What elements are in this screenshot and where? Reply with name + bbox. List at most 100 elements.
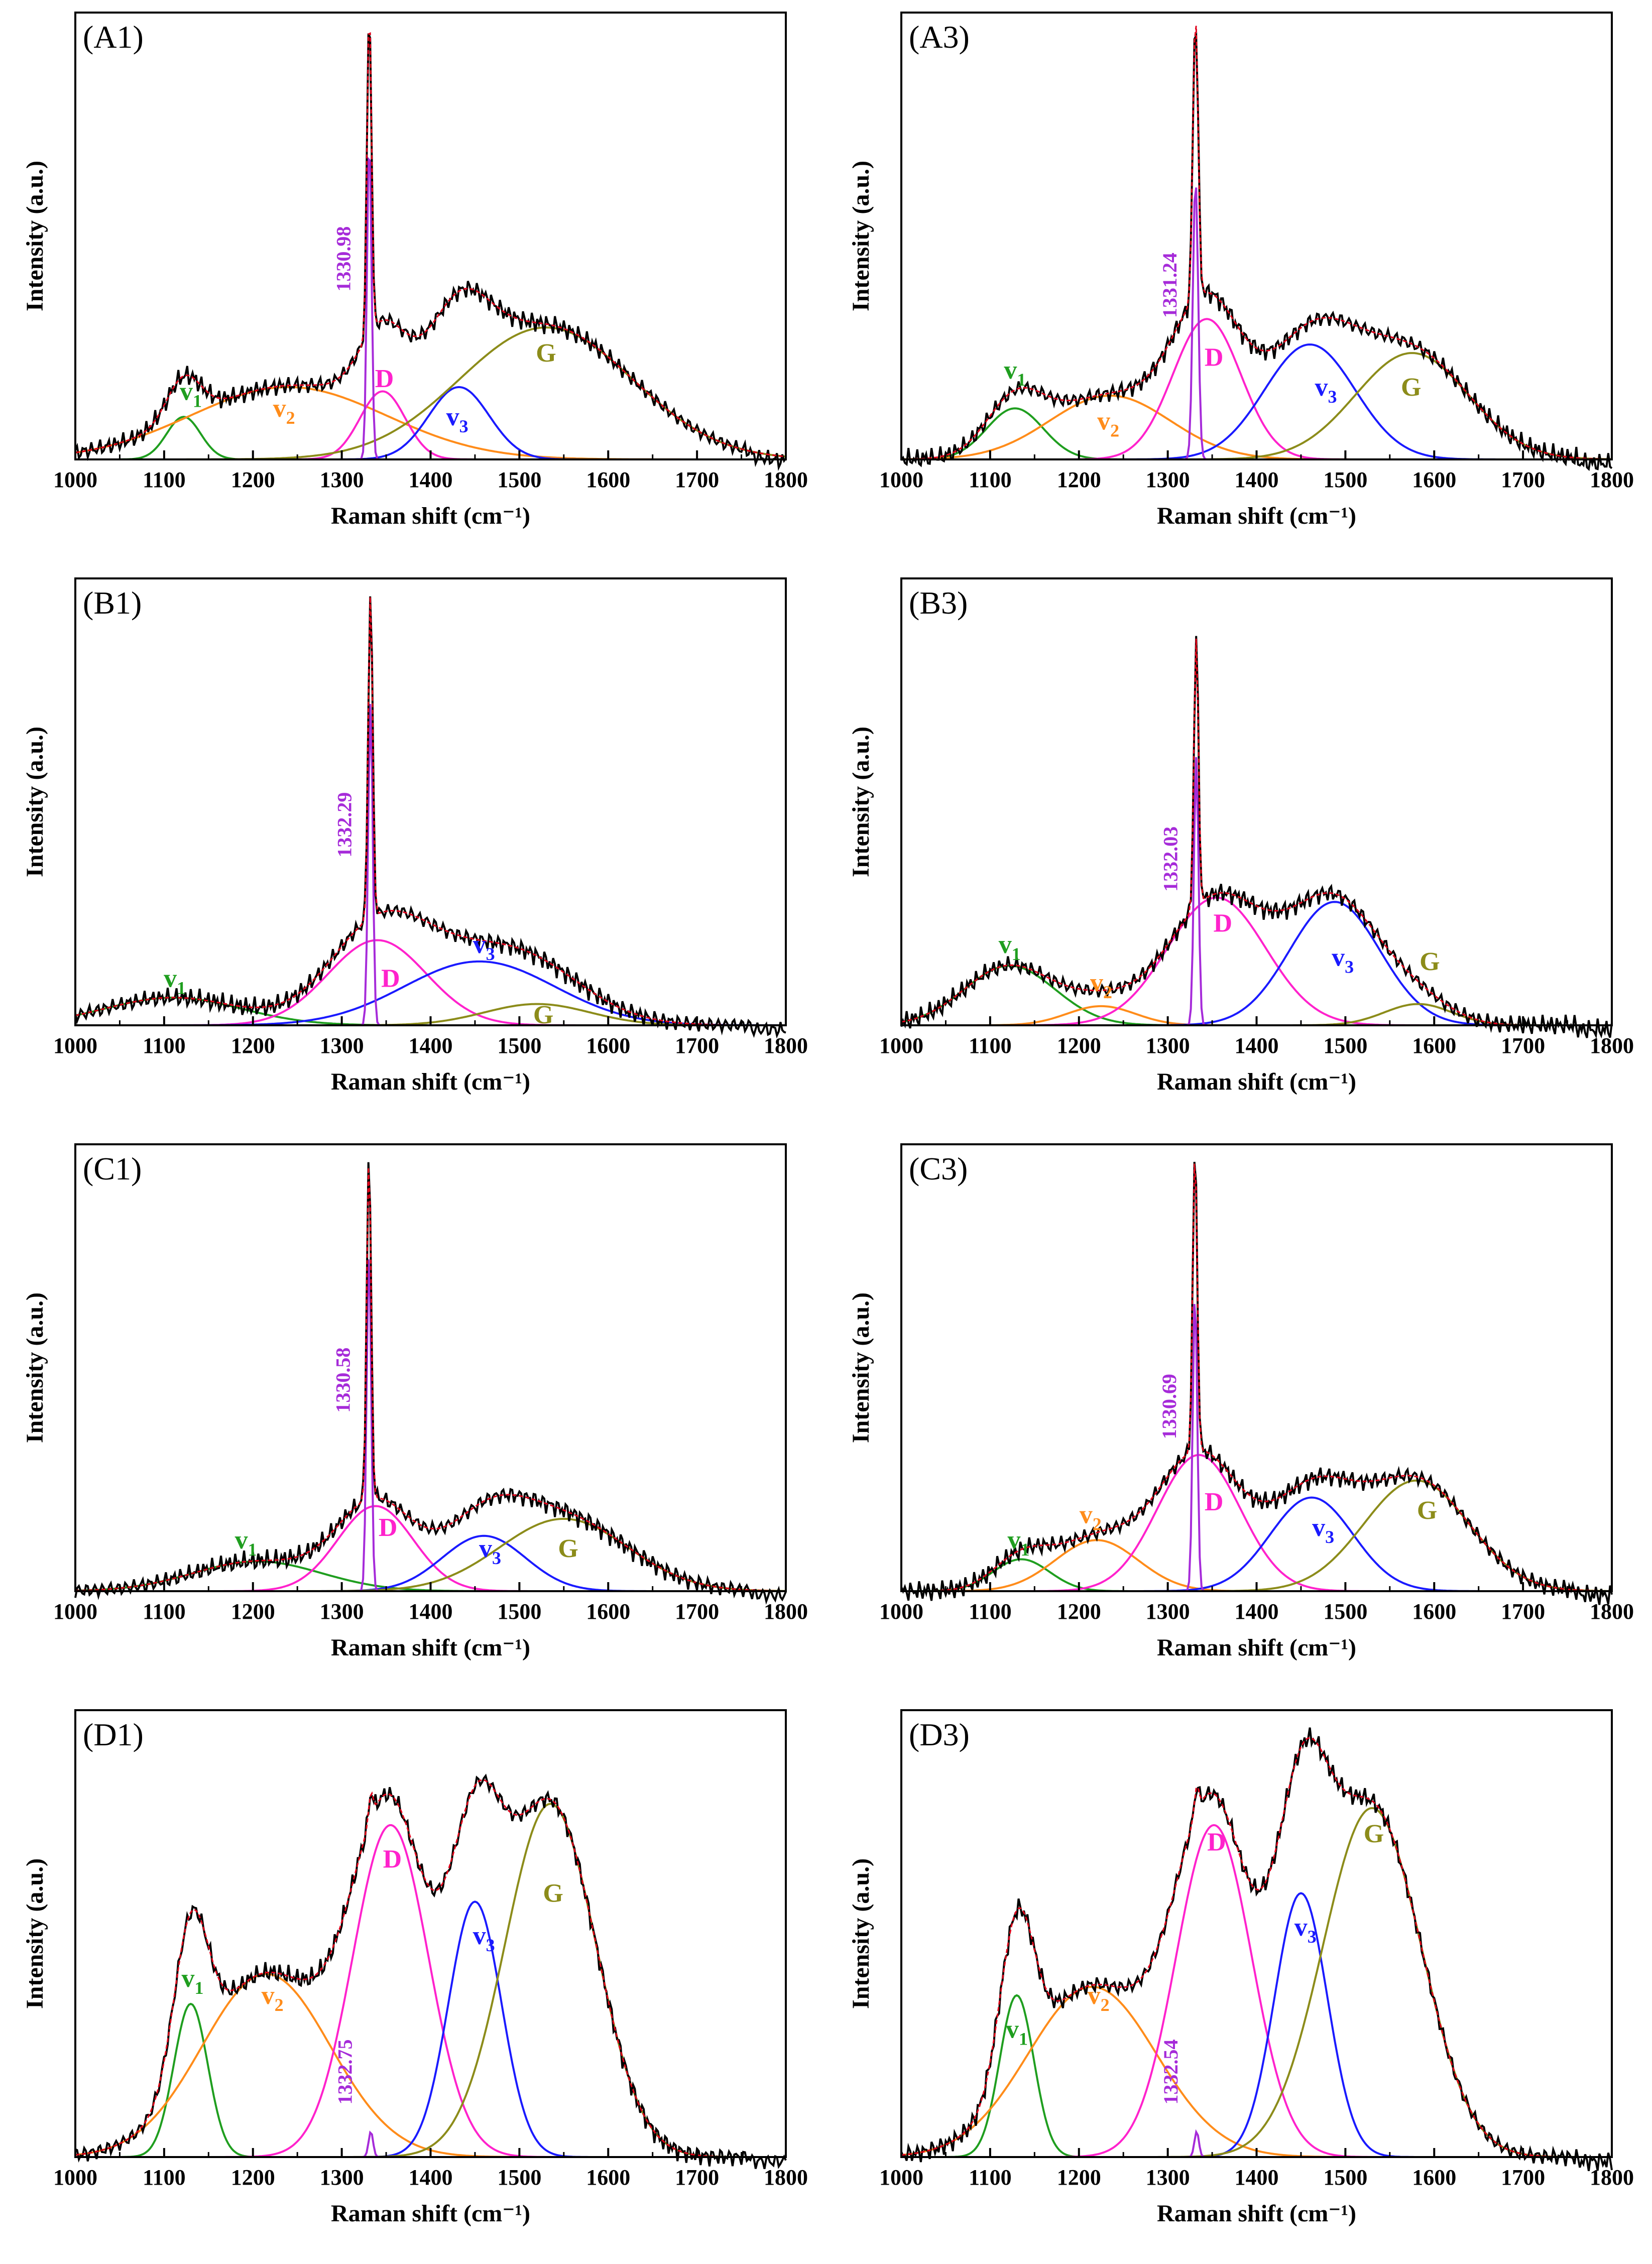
x-tick-label: 1100 [969,467,1012,492]
x-tick-label: 1300 [1146,1033,1190,1058]
x-tick-label: 1700 [675,2165,719,2190]
plot-frame [74,1709,787,2158]
component-curve-diamond [901,757,1612,1026]
x-tick-label: 1400 [409,1599,453,1624]
peak-label: G [543,1879,563,1908]
x-tick-label: 1400 [1235,1033,1279,1058]
measured-spectrum [900,636,1613,1039]
diamond-peak-label: 1330.98 [332,226,355,292]
peak-label: v1 [180,377,202,411]
peak-label: D [1205,343,1224,372]
cumulative-fit [901,26,1612,460]
y-axis-label: Intensity (a.u.) [848,727,874,877]
diamond-peak-label: 1330.58 [332,1348,355,1413]
cumulative-fit [75,32,786,457]
x-tick-label: 1400 [409,467,453,492]
x-tick-label: 1800 [1590,1033,1634,1058]
x-axis-label: Raman shift (cm⁻¹) [331,2200,530,2227]
x-tick-label: 1600 [586,1599,630,1624]
x-tick-label: 1100 [143,2165,186,2190]
diamond-peak-label: 1330.69 [1158,1374,1181,1439]
x-tick-label: 1500 [1323,1033,1367,1058]
peak-label: v1 [999,930,1021,964]
peak-label: D [1214,909,1233,938]
x-tick-label: 1200 [231,2165,275,2190]
x-tick-label: 1800 [1590,2165,1634,2190]
panel-tag: (B1) [83,585,142,621]
x-tick-label: 1500 [497,467,541,492]
x-tick-label: 1700 [1501,1599,1545,1624]
peak-label: v1 [1004,356,1026,390]
x-tick-label: 1000 [53,1599,97,1624]
cumulative-fit [901,1163,1612,1592]
x-tick-label: 1800 [764,1599,808,1624]
peak-label: v3 [479,1534,501,1568]
x-tick-label: 1000 [879,2165,923,2190]
raman-panel: 1000 1100 1200 1300 1400 1500 1600 1700 1800 Rama… [826,0,1652,566]
peak-label: D [1207,1828,1226,1857]
diamond-peak-label: 1332.03 [1159,826,1182,892]
x-tick-label: 1000 [879,467,923,492]
x-axis-label: Raman shift (cm⁻¹) [331,503,530,529]
y-axis-label: Intensity (a.u.) [848,161,874,311]
peak-label: v2 [1088,1981,1110,2015]
peak-label: v3 [446,403,468,436]
panel-tag: (A3) [909,19,970,55]
x-tick-label: 1200 [231,1033,275,1058]
raman-panel: 1000 1100 1200 1300 1400 1500 1600 1700 1800 Rama… [0,566,826,1132]
x-tick-label: 1500 [497,2165,541,2190]
x-axis-label: Raman shift (cm⁻¹) [1157,2200,1356,2227]
x-tick-label: 1400 [1235,1599,1279,1624]
peak-label: v1 [1007,1526,1029,1560]
component-curve-v2 [901,394,1612,460]
y-axis-label: Intensity (a.u.) [848,1858,874,2009]
x-tick-label: 1500 [1323,467,1367,492]
peak-label: G [1401,373,1421,402]
x-tick-label: 1800 [764,467,808,492]
x-tick-label: 1300 [320,1599,364,1624]
x-tick-label: 1600 [1412,1599,1456,1624]
peak-label: v3 [1294,1913,1317,1947]
diamond-peak-label: 1332.75 [334,2039,357,2104]
diamond-peak-label: 1332.29 [333,792,356,858]
raman-spectrum-chart: 1000 1100 1200 1300 1400 1500 1600 1700 1800 Rama… [848,1709,1634,2227]
peak-label: v1 [235,1526,257,1560]
x-tick-label: 1500 [1323,1599,1367,1624]
cumulative-fit [901,1737,1612,2158]
peak-label: D [379,1513,398,1542]
peak-label: v2 [1090,969,1112,1002]
panel-tag: (C1) [83,1151,142,1186]
component-curve-diamond [75,1259,786,1592]
peak-label: G [536,339,556,368]
y-axis-label: Intensity (a.u.) [22,727,48,877]
x-tick-label: 1100 [143,467,186,492]
peak-label: G [1420,947,1440,976]
panel-tag: (D1) [83,1717,144,1752]
measured-spectrum [75,1773,787,2170]
cumulative-fit [75,1167,786,1592]
diamond-peak-label: 1331.24 [1158,253,1181,318]
x-tick-label: 1300 [320,467,364,492]
x-tick-label: 1300 [320,2165,364,2190]
component-curve-D [901,1824,1612,2158]
x-tick-label: 1000 [879,1599,923,1624]
panel-tag: (C3) [909,1151,968,1186]
x-tick-label: 1600 [586,1033,630,1058]
plot-frame [74,1143,787,1592]
peak-label: v1 [1006,2015,1028,2049]
peak-label: v2 [273,394,295,428]
x-tick-label: 1000 [53,2165,97,2190]
y-axis-label: Intensity (a.u.) [22,1858,48,2009]
x-tick-label: 1200 [231,467,275,492]
raman-spectrum-chart: 1000 1100 1200 1300 1400 1500 1600 1700 1800 Rama… [22,1709,808,2227]
raman-panel: 1000 1100 1200 1300 1400 1500 1600 1700 1800 Rama… [826,1132,1652,1698]
peak-label: v3 [473,1922,495,1955]
x-tick-label: 1700 [1501,467,1545,492]
x-tick-label: 1100 [969,1033,1012,1058]
x-tick-label: 1700 [1501,1033,1545,1058]
measured-spectrum [74,1162,787,1605]
x-tick-label: 1700 [1501,2165,1545,2190]
x-tick-label: 1300 [1146,2165,1190,2190]
peak-label: v3 [1315,373,1337,407]
peak-label: D [381,965,400,993]
